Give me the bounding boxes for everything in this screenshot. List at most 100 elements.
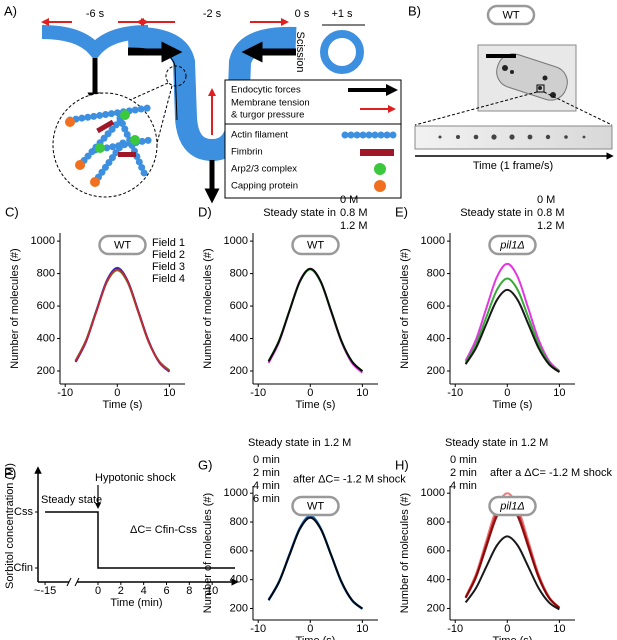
zoom-line (129, 82, 169, 101)
y-axis-title: Number of molecules (#) (202, 493, 214, 613)
y-tick-label: 400 (37, 332, 55, 344)
y-tick-label: 200 (230, 365, 248, 377)
legend-entry: 2 min (450, 467, 477, 479)
badge (488, 234, 537, 256)
y-axis-title: Number of molecules (#) (399, 493, 411, 613)
y-tick-label: 800 (427, 267, 445, 279)
badge (291, 234, 340, 256)
series-line (464, 288, 560, 373)
step-line (45, 511, 235, 569)
circle-shape (120, 110, 130, 120)
circle-shape (542, 75, 548, 81)
y-tick-label: 1000 (31, 235, 55, 247)
x-tick-label: 10 (163, 387, 175, 399)
legend-text: Arp2/3 complex (231, 164, 297, 175)
badge (488, 495, 537, 517)
legend-icon (374, 163, 386, 175)
legend-entry: Field 3 (152, 261, 185, 273)
series-line (464, 262, 561, 372)
y-axis-title: Number of molecules (#) (202, 248, 214, 368)
x-tick-label: 10 (356, 623, 368, 635)
badge (291, 495, 340, 517)
y-tick-label: 1000 (421, 235, 445, 247)
circle-shape (582, 135, 586, 139)
x-tick-label: 10 (206, 585, 218, 597)
x-axis-title: Time (min) (110, 597, 162, 609)
x-axis-title: Time (s) (296, 635, 336, 640)
series-line (464, 502, 561, 609)
legend-entry: 0 M (537, 194, 555, 206)
y-tick-label: Cfin (13, 562, 33, 574)
panel-b: B) WT Time (1 frame/s) (408, 3, 614, 172)
circle-shape (456, 135, 460, 139)
y-tick-label: 1000 (224, 235, 248, 247)
badge (486, 4, 536, 26)
legend-text: Endocytic forces (231, 85, 301, 96)
x-tick-label: 0 (114, 387, 120, 399)
annotation: Steady state (41, 494, 102, 506)
actin-network (66, 104, 154, 186)
y-tick-label: 600 (37, 300, 55, 312)
y-tick-label: 400 (427, 574, 445, 586)
badge-text: pil1Δ (499, 500, 525, 512)
x-tick-label: 0 (95, 585, 101, 597)
panel-label: G) (198, 457, 212, 472)
x-tick-label: 4 (141, 585, 147, 597)
axis-break (69, 577, 77, 587)
legend-entry: 4 min (253, 480, 280, 492)
axis-break (66, 577, 72, 587)
y-tick-label: 600 (427, 300, 445, 312)
axis-break (74, 577, 80, 587)
badge-text: WT (502, 9, 519, 21)
legend-entry: Field 1 (152, 237, 185, 249)
legend-entry: 0.8 M (537, 207, 565, 219)
circle-shape (95, 143, 105, 153)
x-axis-title: Time (s) (493, 635, 533, 640)
panel-label: F) (4, 465, 16, 480)
x-axis-title: Time (s) (103, 399, 143, 411)
y-tick-label: 400 (230, 574, 248, 586)
x-tick-label: -10 (57, 387, 73, 399)
legend-entry: 6 min (253, 493, 280, 505)
annotation: after a ΔC= -1.2 M shock (490, 467, 612, 479)
x-tick-label: 0 (307, 623, 313, 635)
y-tick-label: Css (14, 506, 33, 518)
x-axis-title: Time (s) (296, 399, 336, 411)
x-tick-label: 2 (118, 585, 124, 597)
x-tick-label: 10 (356, 387, 368, 399)
x-tick-label: -10 (447, 387, 463, 399)
scission-label: Scission (294, 32, 306, 73)
kymograph-spots (438, 134, 586, 140)
arp-complex (95, 110, 140, 153)
x-tick-label: 10 (553, 387, 565, 399)
line-shape (76, 111, 129, 169)
x-tick-label: ~-15 (34, 585, 56, 597)
x-tick-label: -10 (250, 623, 266, 635)
circle-shape (473, 134, 479, 140)
circle-shape (130, 135, 140, 145)
legend-text: Capping protein (231, 181, 298, 192)
x-tick-label: -10 (447, 623, 463, 635)
y-axis-title: Sorbitol concentration (M) (4, 463, 16, 589)
annotation: after ΔC= -1.2 M shock (293, 473, 406, 485)
legend-box (224, 79, 402, 199)
panel-label: H) (395, 457, 409, 472)
legend-icon (360, 149, 394, 156)
axis-label: Time (1 frame/s) (473, 160, 553, 172)
time-label: -6 s (86, 8, 105, 20)
series-line (464, 277, 561, 373)
badge-text: WT (307, 239, 324, 251)
y-tick-label: 400 (230, 332, 248, 344)
y-tick-label: 600 (427, 545, 445, 557)
legend-entry: 0.8 M (340, 207, 368, 219)
badge-text: pil1Δ (499, 239, 525, 251)
y-tick-label: 800 (37, 267, 55, 279)
legend-entry: 4 min (450, 480, 477, 492)
y-tick-label: 1000 (421, 487, 445, 499)
panel-label: C) (5, 204, 19, 219)
panel-label: D) (198, 204, 212, 219)
y-tick-label: 200 (427, 365, 445, 377)
y-tick-label: 1000 (224, 487, 248, 499)
x-tick-label: 10 (553, 623, 565, 635)
patches (502, 65, 556, 98)
